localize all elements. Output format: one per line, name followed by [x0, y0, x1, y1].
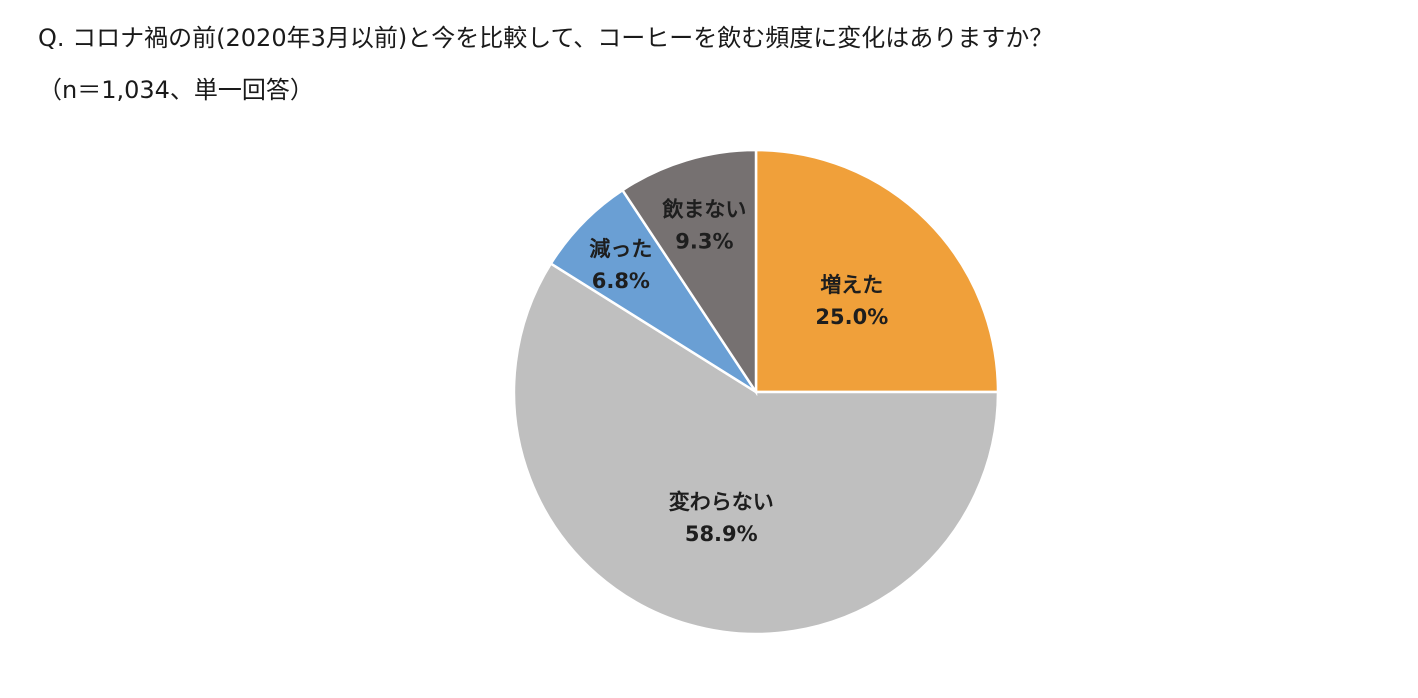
slice-value-3: 6.8%	[592, 269, 650, 293]
slice-label-3: 減った	[589, 237, 652, 261]
pie-slice-1	[754, 148, 1000, 394]
slice-value-1: 25.0%	[815, 305, 888, 329]
question-text: Q. コロナ禍の前(2020年3月以前)と今を比較して、コーヒーを飲む頻度に変化…	[38, 18, 1398, 110]
slice-value-2: 58.9%	[685, 522, 758, 546]
question-sample-note: （n＝1,034、単一回答）	[38, 76, 314, 104]
pie-slice-2	[512, 261, 1000, 636]
slice-label-1: 増えた	[820, 273, 883, 297]
question-title: Q. コロナ禍の前(2020年3月以前)と今を比較して、コーヒーを飲む頻度に変化…	[38, 24, 1054, 52]
slice-label-4: 飲まない	[661, 198, 746, 222]
slice-value-4: 9.3%	[675, 230, 733, 254]
slice-label-2: 変わらない	[669, 490, 774, 514]
pie-slice-4	[620, 148, 758, 397]
